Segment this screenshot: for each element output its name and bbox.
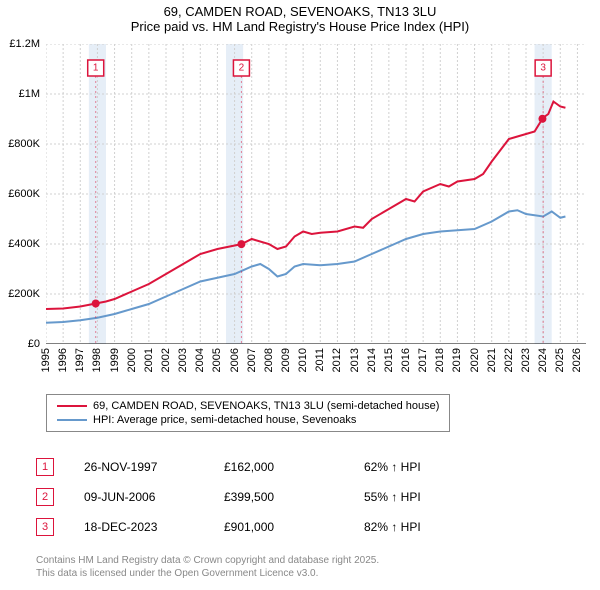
y-tick-label: £600K	[8, 188, 40, 200]
x-tick-label: 2002	[160, 348, 172, 372]
x-tick-label: 2014	[366, 348, 378, 372]
x-tick-label: 2025	[554, 348, 566, 372]
sale-price: £901,000	[224, 520, 334, 534]
svg-text:2: 2	[239, 63, 245, 74]
sale-marker: 3	[36, 518, 54, 536]
x-tick-label: 2023	[520, 348, 532, 372]
plot-area: 1 2 3	[46, 44, 586, 344]
legend-label: HPI: Average price, semi-detached house,…	[93, 414, 356, 426]
y-tick-label: £800K	[8, 138, 40, 150]
sale-hpi: 82% ↑ HPI	[364, 520, 474, 534]
x-tick-label: 2000	[126, 348, 138, 372]
x-tick-label: 2018	[434, 348, 446, 372]
x-tick-label: 2003	[177, 348, 189, 372]
chart-area: £0 £200K £400K £600K £800K £1M £1.2M 1 2 3 1995 1…	[0, 36, 600, 416]
x-tick-label: 2012	[331, 348, 343, 372]
legend-label: 69, CAMDEN ROAD, SEVENOAKS, TN13 3LU (se…	[93, 400, 439, 412]
x-tick-label: 2015	[383, 348, 395, 372]
x-tick-label: 1996	[57, 348, 69, 372]
sale-date: 09-JUN-2006	[84, 490, 194, 504]
legend-item: 69, CAMDEN ROAD, SEVENOAKS, TN13 3LU (se…	[57, 399, 439, 413]
x-tick-label: 2010	[297, 348, 309, 372]
sale-row: 1 26-NOV-1997 £162,000 62% ↑ HPI	[36, 452, 474, 482]
sale-hpi: 55% ↑ HPI	[364, 490, 474, 504]
footer-line1: Contains HM Land Registry data © Crown c…	[36, 554, 379, 567]
y-tick-label: £0	[28, 338, 40, 350]
x-tick-label: 2016	[400, 348, 412, 372]
title-line2: Price paid vs. HM Land Registry's House …	[0, 19, 600, 34]
sale-row: 2 09-JUN-2006 £399,500 55% ↑ HPI	[36, 482, 474, 512]
y-tick-label: £400K	[8, 238, 40, 250]
x-tick-label: 2019	[451, 348, 463, 372]
legend: 69, CAMDEN ROAD, SEVENOAKS, TN13 3LU (se…	[46, 394, 450, 432]
x-tick-label: 2021	[486, 348, 498, 372]
x-tick-label: 1998	[91, 348, 103, 372]
chart-title: 69, CAMDEN ROAD, SEVENOAKS, TN13 3LU Pri…	[0, 0, 600, 36]
x-tick-label: 2009	[280, 348, 292, 372]
y-tick-label: £1M	[19, 88, 40, 100]
svg-text:3: 3	[540, 63, 546, 74]
footer-line2: This data is licensed under the Open Gov…	[36, 567, 379, 580]
y-axis: £0£200K£400K£600K£800K£1M£1.2M	[0, 44, 44, 344]
sale-date: 18-DEC-2023	[84, 520, 194, 534]
sale-marker: 1	[36, 458, 54, 476]
x-tick-label: 1995	[40, 348, 52, 372]
y-tick-label: £200K	[8, 288, 40, 300]
sale-hpi: 62% ↑ HPI	[364, 460, 474, 474]
sale-price: £162,000	[224, 460, 334, 474]
legend-swatch	[57, 405, 87, 407]
x-tick-label: 2011	[314, 348, 326, 372]
x-tick-label: 2024	[537, 348, 549, 372]
x-tick-label: 2008	[263, 348, 275, 372]
x-tick-label: 2026	[571, 348, 583, 372]
x-tick-label: 2004	[194, 348, 206, 372]
sale-price: £399,500	[224, 490, 334, 504]
sale-date: 26-NOV-1997	[84, 460, 194, 474]
x-tick-label: 2001	[143, 348, 155, 372]
legend-swatch	[57, 419, 87, 421]
x-tick-label: 2020	[469, 348, 481, 372]
x-tick-label: 1999	[109, 348, 121, 372]
footer: Contains HM Land Registry data © Crown c…	[36, 554, 379, 580]
x-tick-label: 2017	[417, 348, 429, 372]
sale-row: 3 18-DEC-2023 £901,000 82% ↑ HPI	[36, 512, 474, 542]
x-tick-label: 1997	[74, 348, 86, 372]
svg-text:1: 1	[93, 63, 99, 74]
legend-item: HPI: Average price, semi-detached house,…	[57, 413, 439, 427]
sale-marker: 2	[36, 488, 54, 506]
y-tick-label: £1.2M	[9, 38, 40, 50]
title-line1: 69, CAMDEN ROAD, SEVENOAKS, TN13 3LU	[0, 4, 600, 19]
x-tick-label: 2006	[229, 348, 241, 372]
x-tick-label: 2007	[246, 348, 258, 372]
x-tick-label: 2013	[349, 348, 361, 372]
sales-table: 1 26-NOV-1997 £162,000 62% ↑ HPI 2 09-JUN-200…	[36, 452, 474, 542]
x-tick-label: 2022	[503, 348, 515, 372]
x-tick-label: 2005	[211, 348, 223, 372]
